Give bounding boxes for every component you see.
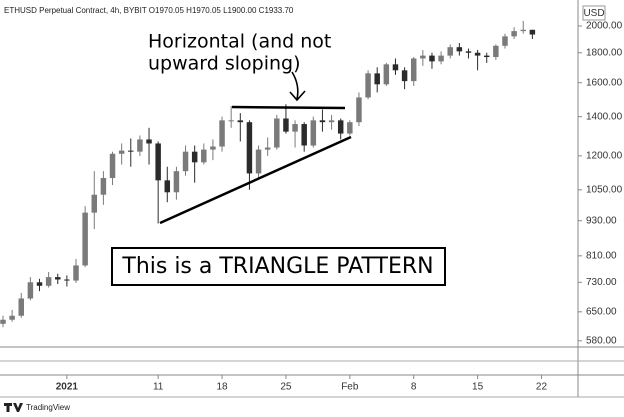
candle-body <box>210 146 216 150</box>
y-tick-label: 580.00 <box>586 335 617 346</box>
candle-body <box>511 31 517 37</box>
x-tick-label: Feb <box>341 382 359 393</box>
brand: TradingView <box>26 403 70 412</box>
resistance-line <box>231 105 346 110</box>
annotation: upward sloping) <box>148 53 301 75</box>
candle-body <box>483 55 490 58</box>
support-line <box>159 135 352 225</box>
candle-body <box>191 151 198 163</box>
candle-body <box>155 143 161 181</box>
y-tick-label: 650.00 <box>586 306 617 317</box>
candle-body <box>447 47 453 56</box>
candle-body <box>392 64 399 71</box>
x-tick-label: 2021 <box>56 382 79 393</box>
candle-body <box>438 55 444 62</box>
arrow <box>289 71 306 102</box>
candle-body <box>493 45 499 58</box>
candle-body <box>146 139 152 144</box>
candle-body <box>283 118 289 132</box>
candle-body <box>274 118 280 148</box>
candle-body <box>474 52 481 56</box>
y-tick-label: 1050.00 <box>586 184 623 195</box>
x-tick-label: 11 <box>153 382 164 393</box>
candle-body <box>128 150 134 152</box>
candle-body <box>374 73 380 85</box>
candle-body <box>255 149 262 174</box>
candle-body <box>520 29 526 32</box>
candle-body <box>264 147 271 150</box>
candle-body <box>182 151 189 172</box>
x-tick-label: 18 <box>216 382 228 393</box>
y-tick-label: 810.00 <box>586 250 617 261</box>
candle-body <box>228 120 234 122</box>
candle-body <box>465 51 472 53</box>
candle-body <box>0 319 6 324</box>
candle-body <box>91 194 98 213</box>
candle-body <box>529 29 536 35</box>
candle-body <box>292 124 298 132</box>
y-tick-label: 1600.00 <box>586 77 623 88</box>
candle-body <box>109 153 116 179</box>
candle-body <box>301 124 307 146</box>
y-tick-label: 1800.00 <box>586 47 623 58</box>
candle-body <box>18 298 24 316</box>
candles <box>0 20 536 328</box>
annotation: Horizontal (and not <box>148 31 331 53</box>
candle-body <box>219 120 225 147</box>
candle-body <box>319 120 326 123</box>
candle-body <box>27 282 34 299</box>
candle-body <box>328 120 335 123</box>
currency-label: USD <box>583 8 604 19</box>
y-tick-label: 1400.00 <box>586 111 623 122</box>
candle-body <box>201 149 207 163</box>
candle-body <box>310 120 317 146</box>
candle-body <box>55 277 61 280</box>
candle-body <box>456 47 463 52</box>
y-tick-label: 730.00 <box>586 277 617 288</box>
x-tick-label: 22 <box>536 382 548 393</box>
x-tick-label: 15 <box>472 382 484 393</box>
candle-body <box>173 171 180 193</box>
candle-body <box>118 150 125 154</box>
candle-body <box>9 315 15 320</box>
x-tick-label: 25 <box>280 382 292 393</box>
candle-body <box>64 279 70 281</box>
chart-title: ETHUSD Perpetual Contract, 4h, BYBIT O19… <box>4 6 294 15</box>
candle-body <box>502 36 508 46</box>
logo <box>4 403 23 412</box>
candle-body <box>347 122 353 134</box>
candle-body <box>401 70 408 82</box>
candle-body <box>45 277 52 286</box>
candle-body <box>100 178 107 195</box>
y-tick-label: 2000.00 <box>586 21 623 32</box>
candle-body <box>410 58 417 82</box>
candle-body <box>82 212 88 266</box>
annotation-box <box>111 247 446 286</box>
candle-body <box>164 180 171 193</box>
candle-body <box>383 64 390 85</box>
x-tick-label: 8 <box>411 382 417 393</box>
candle-body <box>246 122 253 174</box>
candle-body <box>356 97 362 123</box>
currency-box <box>582 5 606 21</box>
candle-body <box>420 55 426 59</box>
y-tick-label: 1200.00 <box>586 151 623 162</box>
annotation: This is a TRIANGLE PATTERN <box>121 254 433 279</box>
candle-body <box>337 120 344 134</box>
candle-body <box>36 282 43 286</box>
candle-body <box>429 55 435 62</box>
candle-body <box>237 120 244 123</box>
y-tick-label: 930.00 <box>586 215 617 226</box>
candle-body <box>73 265 79 281</box>
candle-body <box>137 139 143 152</box>
candle-body <box>365 73 371 98</box>
